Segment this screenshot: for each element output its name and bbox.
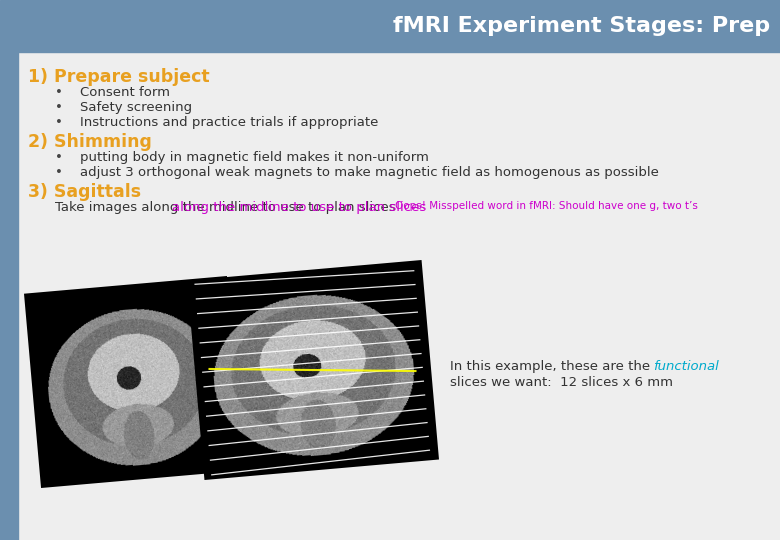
Text: 3) Sagittals: 3) Sagittals (28, 183, 141, 201)
Text: functional: functional (653, 360, 718, 373)
Text: Oops! Misspelled word in fMRI: Should have one g, two t’s: Oops! Misspelled word in fMRI: Should ha… (395, 201, 698, 211)
Text: •: • (55, 101, 63, 114)
Text: In this example, these are the: In this example, these are the (450, 360, 654, 373)
Text: •: • (55, 86, 63, 99)
Text: along the midline to use to plan slices: along the midline to use to plan slices (172, 201, 426, 214)
Text: 2) Shimming: 2) Shimming (28, 133, 152, 151)
Text: Instructions and practice trials if appropriate: Instructions and practice trials if appr… (80, 116, 378, 129)
Text: •: • (55, 151, 63, 164)
Text: Safety screening: Safety screening (80, 101, 192, 114)
Text: Take images along the midline to use to plan slices: Take images along the midline to use to … (55, 201, 395, 214)
Text: adjust 3 orthogonal weak magnets to make magnetic field as homogenous as possibl: adjust 3 orthogonal weak magnets to make… (80, 166, 659, 179)
Text: Consent form: Consent form (80, 86, 170, 99)
Text: •: • (55, 166, 63, 179)
Bar (18, 0, 780, 52)
Bar (0, 0, 18, 540)
Text: putting body in magnetic field makes it non-uniform: putting body in magnetic field makes it … (80, 151, 429, 164)
Text: slices we want:  12 slices x 6 mm: slices we want: 12 slices x 6 mm (450, 376, 673, 389)
Text: •: • (55, 116, 63, 129)
Text: fMRI Experiment Stages: Prep: fMRI Experiment Stages: Prep (393, 16, 770, 36)
Text: 1) Prepare subject: 1) Prepare subject (28, 68, 210, 86)
